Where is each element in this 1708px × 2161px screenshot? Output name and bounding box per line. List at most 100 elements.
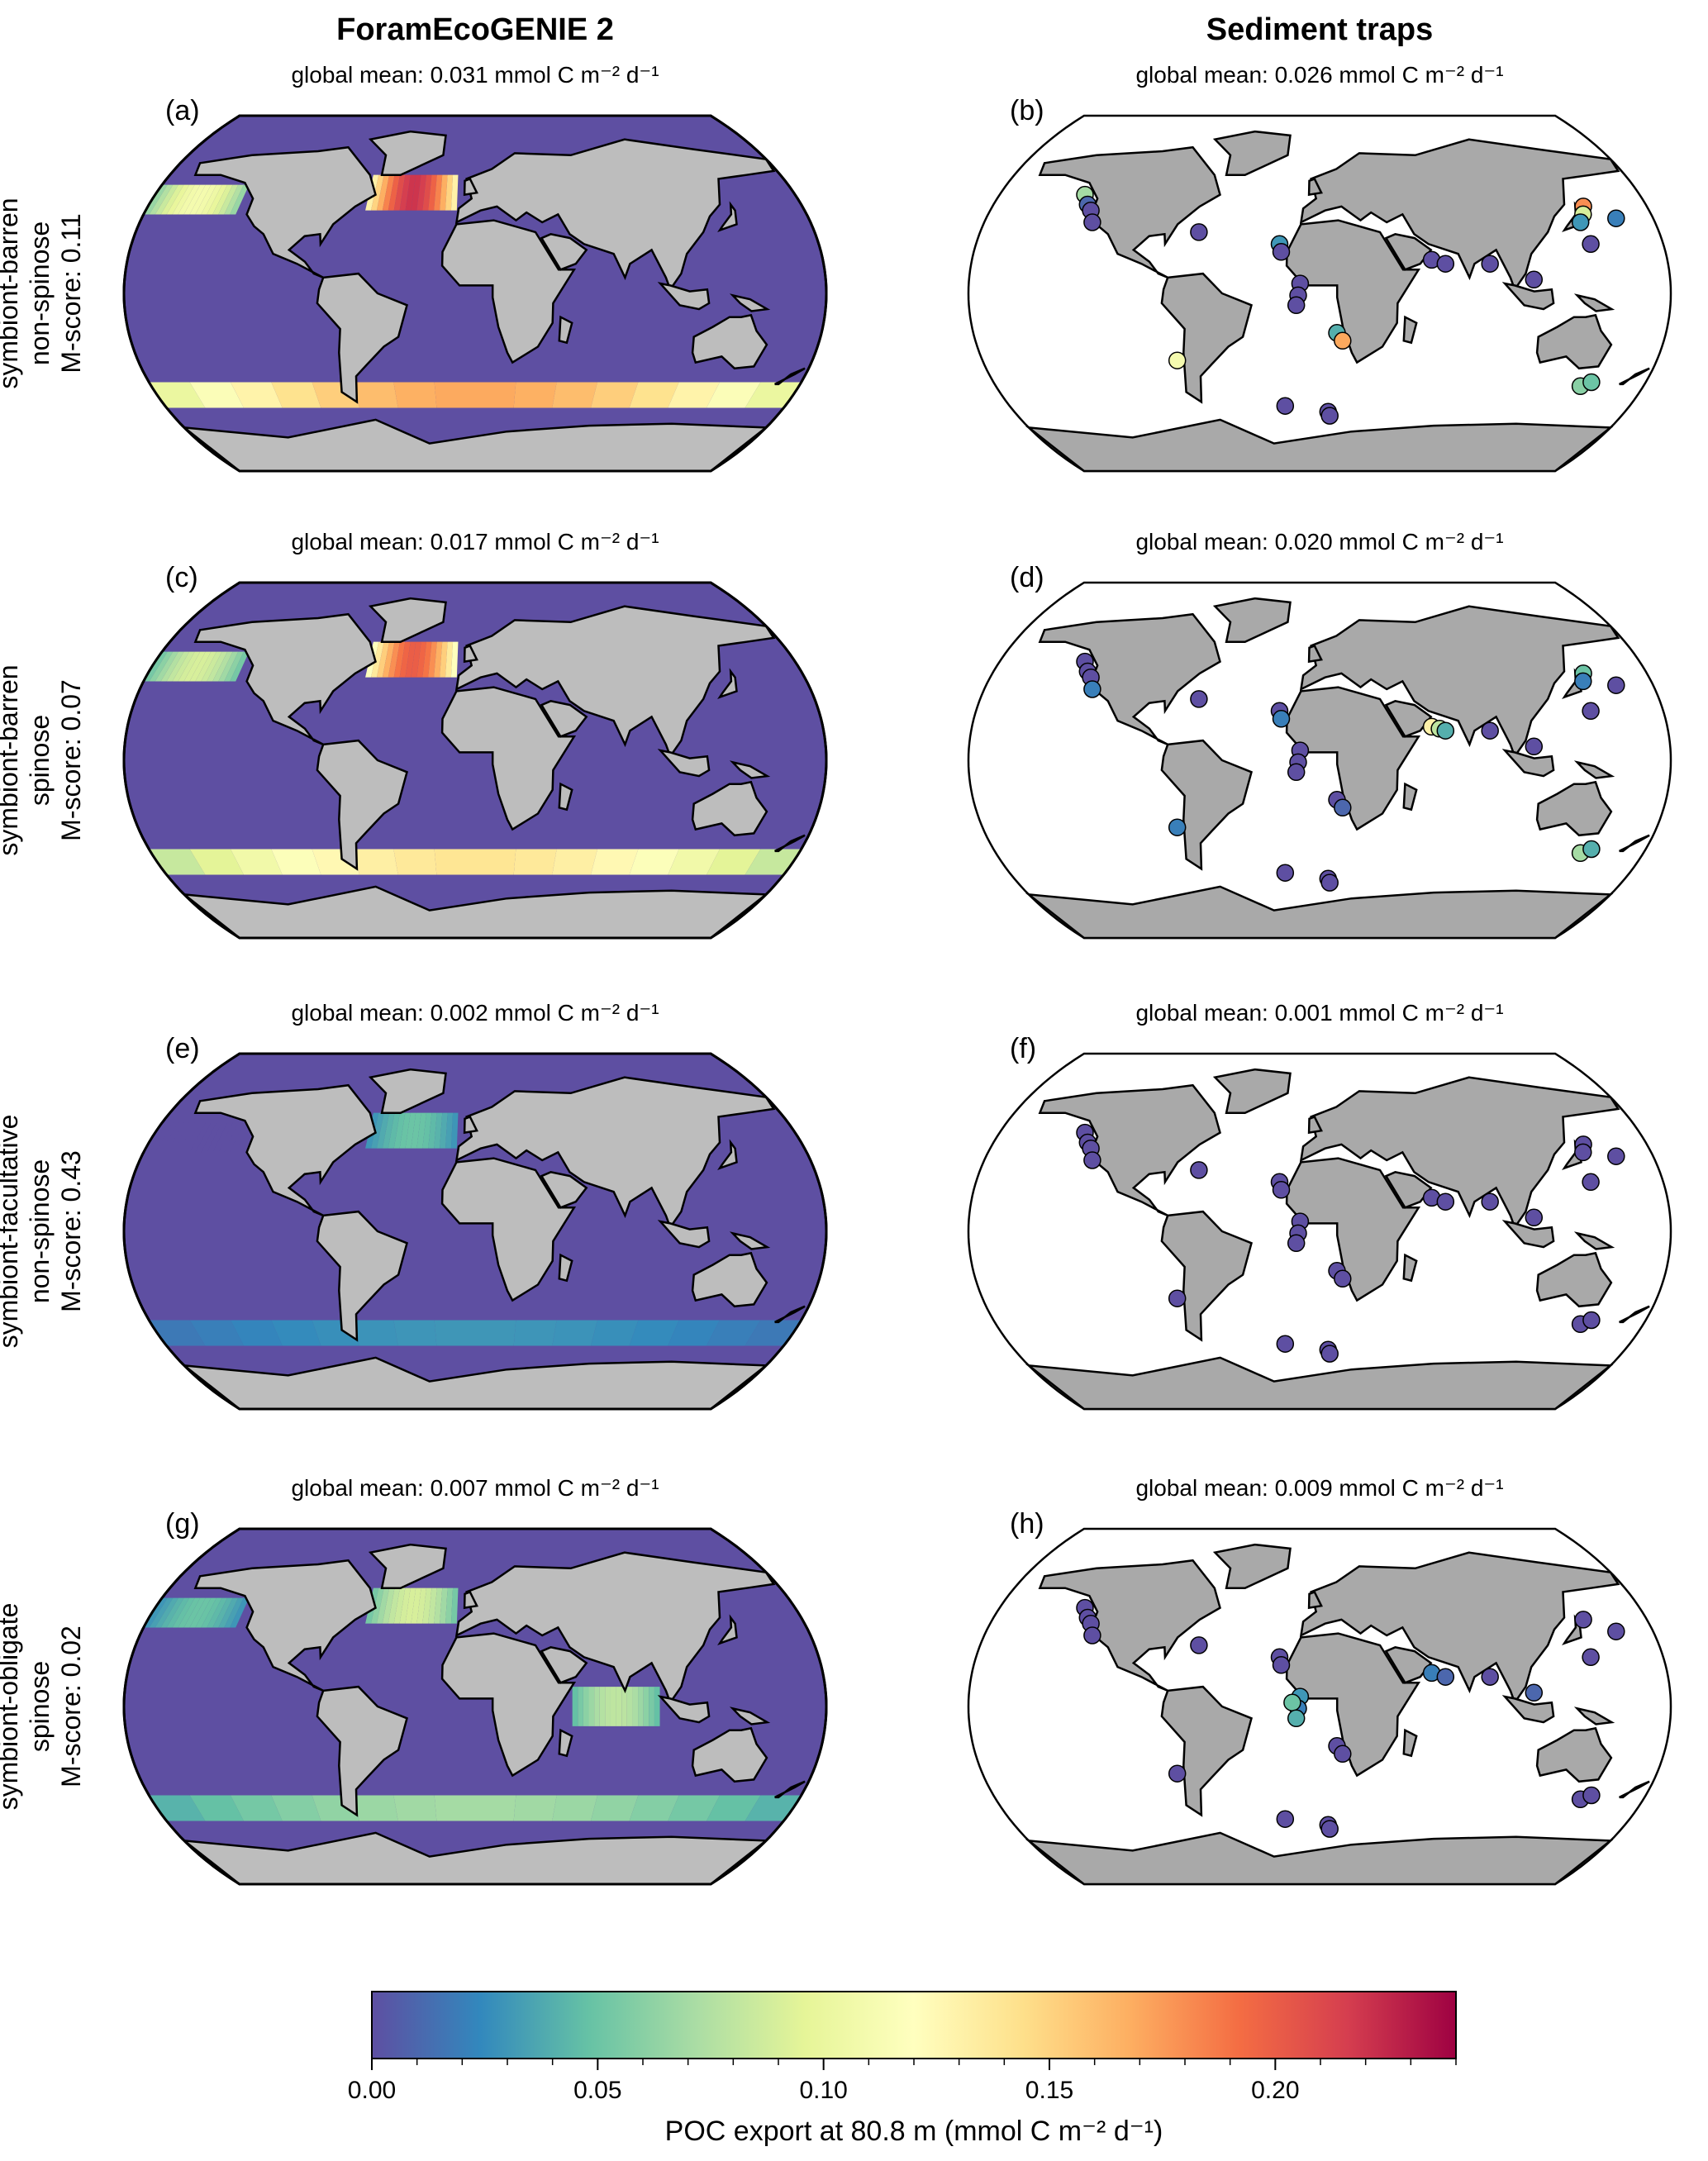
model-band-cell xyxy=(393,641,406,678)
land-greenland xyxy=(1212,130,1292,176)
row-label-line: spinose xyxy=(25,715,55,806)
model-band-cell xyxy=(616,1687,622,1726)
land-africa xyxy=(440,219,577,364)
model-band-cell xyxy=(434,382,475,408)
model-band-cell xyxy=(183,1122,206,1153)
model-band-cell xyxy=(450,1112,459,1149)
model-band-cell xyxy=(143,184,168,215)
model-band-cell xyxy=(376,1112,390,1149)
model-band-cell xyxy=(668,1795,721,1821)
model-band-cell xyxy=(143,651,168,682)
column-title-traps: Sediment traps xyxy=(1206,12,1434,47)
trap-point xyxy=(1582,235,1600,254)
land-africa xyxy=(1285,1632,1421,1778)
model-band-cell xyxy=(445,174,454,211)
model-band-cell xyxy=(594,1687,600,1726)
trap-point xyxy=(1582,1648,1600,1667)
model-band-cell xyxy=(207,1122,228,1153)
model-band-cell xyxy=(434,1112,443,1149)
model-band-cell xyxy=(445,641,454,678)
trap-point xyxy=(1320,1345,1339,1363)
model-band-cell xyxy=(434,849,475,875)
trap-point xyxy=(1334,798,1352,817)
land-arabia xyxy=(1384,232,1433,271)
land-arabia xyxy=(540,1645,588,1684)
land-australia xyxy=(1535,780,1613,837)
land-namerica xyxy=(193,1083,377,1217)
model-band-cell xyxy=(160,1597,184,1628)
panel-row-2: symbiont-barrenspinoseM-score: 0.07 (c) (d… xyxy=(0,529,1672,940)
row-label-line: symbiont-obligate xyxy=(0,1603,23,1811)
model-band-cell xyxy=(393,1112,406,1149)
trap-point xyxy=(1320,1820,1339,1838)
trap-point xyxy=(1582,1311,1601,1330)
land-newguinea xyxy=(729,1231,771,1250)
model-band-cell xyxy=(450,1587,459,1624)
model-band-cell xyxy=(352,1320,398,1346)
model-band-cell xyxy=(445,1587,454,1624)
model-band-cell xyxy=(155,184,178,215)
land-uk xyxy=(1307,644,1323,664)
land-arabia xyxy=(1384,1170,1433,1209)
model-band-cell xyxy=(422,641,432,678)
model-band-cell xyxy=(422,1587,432,1624)
land-africa xyxy=(1285,686,1421,831)
trap-point xyxy=(1436,1668,1455,1686)
trap-point xyxy=(1574,672,1592,691)
model-band-cell xyxy=(629,1795,679,1821)
trap-point xyxy=(1607,676,1625,694)
trap-point xyxy=(1436,255,1455,273)
model-band-cell xyxy=(475,1795,516,1821)
model-band-cell xyxy=(166,184,190,215)
trap-point xyxy=(1287,1234,1306,1253)
row-label-line: M-score: 0.43 xyxy=(56,1150,86,1312)
model-band-cell xyxy=(172,184,195,215)
trap-point xyxy=(1083,1151,1101,1169)
land-samerica xyxy=(316,739,408,871)
land-samerica xyxy=(1160,1685,1253,1817)
land-madagascar xyxy=(1402,1253,1418,1283)
trap-point xyxy=(1272,710,1291,728)
land-greenland xyxy=(368,1068,447,1114)
model-band-cell xyxy=(706,1795,761,1821)
land-madagascar xyxy=(1402,315,1418,345)
row-label-line: non-spinose xyxy=(25,221,55,365)
model-band-cell xyxy=(207,651,228,682)
model-band-cell xyxy=(388,1112,400,1149)
trap-point xyxy=(1287,763,1306,782)
model-band-cell xyxy=(513,1320,557,1346)
model-band-cell xyxy=(352,849,398,875)
model-band-cell xyxy=(212,1122,233,1153)
model-band-cell xyxy=(422,1112,432,1149)
global-mean-model: global mean: 0.017 mmol C m⁻² d⁻¹ xyxy=(291,529,659,555)
model-band-cell xyxy=(195,1122,216,1153)
land-namerica xyxy=(193,145,377,279)
model-map-panel xyxy=(122,1052,828,1411)
model-band-cell xyxy=(668,382,721,408)
model-band-cell xyxy=(399,1587,411,1624)
global-mean-traps: global mean: 0.009 mmol C m⁻² d⁻¹ xyxy=(1135,1475,1503,1501)
model-band-cell xyxy=(411,641,421,678)
model-band-cell xyxy=(230,1597,250,1628)
land-australia xyxy=(1535,1726,1613,1783)
model-band-cell xyxy=(638,1687,644,1726)
land-australia xyxy=(691,1251,768,1308)
land-antarctica xyxy=(1025,1356,1614,1411)
model-band-cell xyxy=(590,382,639,408)
trap-point xyxy=(1190,223,1208,241)
model-band-cell xyxy=(172,1597,195,1628)
model-band-cell xyxy=(160,651,184,682)
model-band-cell xyxy=(428,1587,437,1624)
model-band-cell xyxy=(434,1587,443,1624)
land-arabia xyxy=(1384,1645,1433,1684)
trap-point xyxy=(1272,243,1291,261)
land-namerica xyxy=(193,1559,377,1692)
model-band-cell xyxy=(352,1795,398,1821)
model-band-cell xyxy=(588,1687,595,1726)
model-band-cell xyxy=(450,174,459,211)
land-uk xyxy=(463,644,478,664)
trap-point xyxy=(1320,407,1339,425)
model-band-cell xyxy=(405,641,416,678)
land-greenland xyxy=(368,130,447,176)
global-mean-model: global mean: 0.031 mmol C m⁻² d⁻¹ xyxy=(291,62,659,88)
